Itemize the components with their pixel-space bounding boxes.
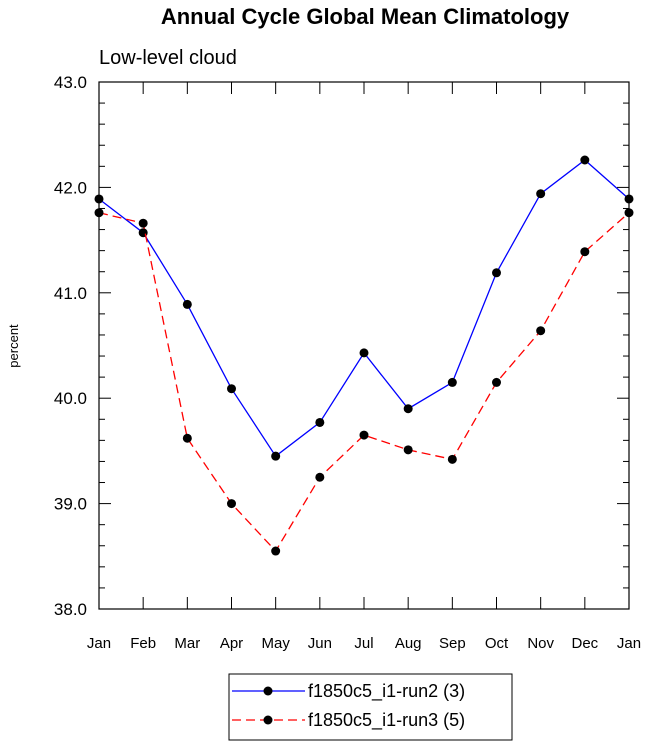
legend-label: f1850c5_i1-run2 (3) bbox=[308, 681, 465, 702]
axes: 38.0 39.0 40.0 41.0 42.0 43.0 Jan Feb Mar Apr May J… bbox=[54, 73, 641, 652]
legend-box bbox=[228, 673, 513, 741]
data-point bbox=[182, 299, 192, 309]
legend-marker bbox=[263, 715, 273, 725]
data-point bbox=[227, 384, 236, 394]
data-point bbox=[403, 404, 413, 414]
y-tick-label: 39.0 bbox=[54, 495, 87, 514]
data-point bbox=[536, 326, 546, 336]
data-point bbox=[138, 218, 148, 228]
series-2 bbox=[94, 208, 634, 556]
data-point bbox=[315, 417, 325, 427]
data-point bbox=[271, 546, 281, 556]
x-tick-label: Oct bbox=[485, 635, 509, 652]
x-tick-label: Jan bbox=[87, 635, 111, 652]
y-tick-label: 40.0 bbox=[54, 389, 87, 408]
legend-marker bbox=[263, 686, 273, 696]
series-line bbox=[98, 159, 630, 458]
data-point bbox=[492, 268, 501, 278]
chart-title: Annual Cycle Global Mean Climatology bbox=[161, 4, 570, 29]
x-tick-label: Jul bbox=[354, 635, 373, 652]
series-line bbox=[98, 212, 630, 553]
data-point bbox=[359, 348, 369, 358]
data-point bbox=[271, 451, 281, 461]
data-point bbox=[94, 194, 104, 204]
x-tick-label: Nov bbox=[527, 635, 554, 652]
y-tick-label: 38.0 bbox=[54, 600, 87, 619]
x-tick-label: Feb bbox=[130, 635, 156, 652]
data-point bbox=[580, 155, 590, 165]
x-tick-label: Apr bbox=[220, 635, 243, 652]
x-tick-label: Jan bbox=[617, 635, 641, 652]
y-tick-label: 42.0 bbox=[54, 178, 87, 197]
data-point bbox=[580, 247, 590, 257]
data-point bbox=[182, 433, 192, 443]
x-tick-label: May bbox=[261, 635, 290, 652]
y-tick-label: 43.0 bbox=[54, 73, 87, 92]
x-tick-label: Mar bbox=[174, 635, 200, 652]
data-point bbox=[447, 377, 457, 387]
data-point bbox=[359, 430, 369, 440]
plot-frame bbox=[98, 81, 630, 610]
data-point bbox=[315, 472, 325, 482]
series-layer bbox=[94, 155, 634, 556]
y-axis-label: percent bbox=[6, 324, 21, 368]
x-tick-label: Aug bbox=[395, 635, 422, 652]
x-tick-label: Jun bbox=[308, 635, 332, 652]
data-point bbox=[94, 208, 104, 218]
x-tick-label: Sep bbox=[439, 635, 466, 652]
series-1 bbox=[94, 155, 634, 461]
chart-subtitle: Low-level cloud bbox=[99, 47, 237, 69]
data-point bbox=[227, 499, 236, 509]
data-point bbox=[624, 194, 634, 204]
data-point bbox=[624, 208, 634, 218]
x-tick-label: Dec bbox=[571, 635, 598, 652]
y-tick-label: 41.0 bbox=[54, 284, 87, 303]
legend-label: f1850c5_i1-run3 (5) bbox=[308, 710, 465, 731]
data-point bbox=[492, 377, 501, 387]
data-point bbox=[536, 189, 546, 199]
data-point bbox=[447, 454, 457, 464]
legend: f1850c5_i1-run2 (3) f1850c5_i1-run3 (5) bbox=[232, 681, 465, 731]
data-point bbox=[403, 445, 413, 455]
